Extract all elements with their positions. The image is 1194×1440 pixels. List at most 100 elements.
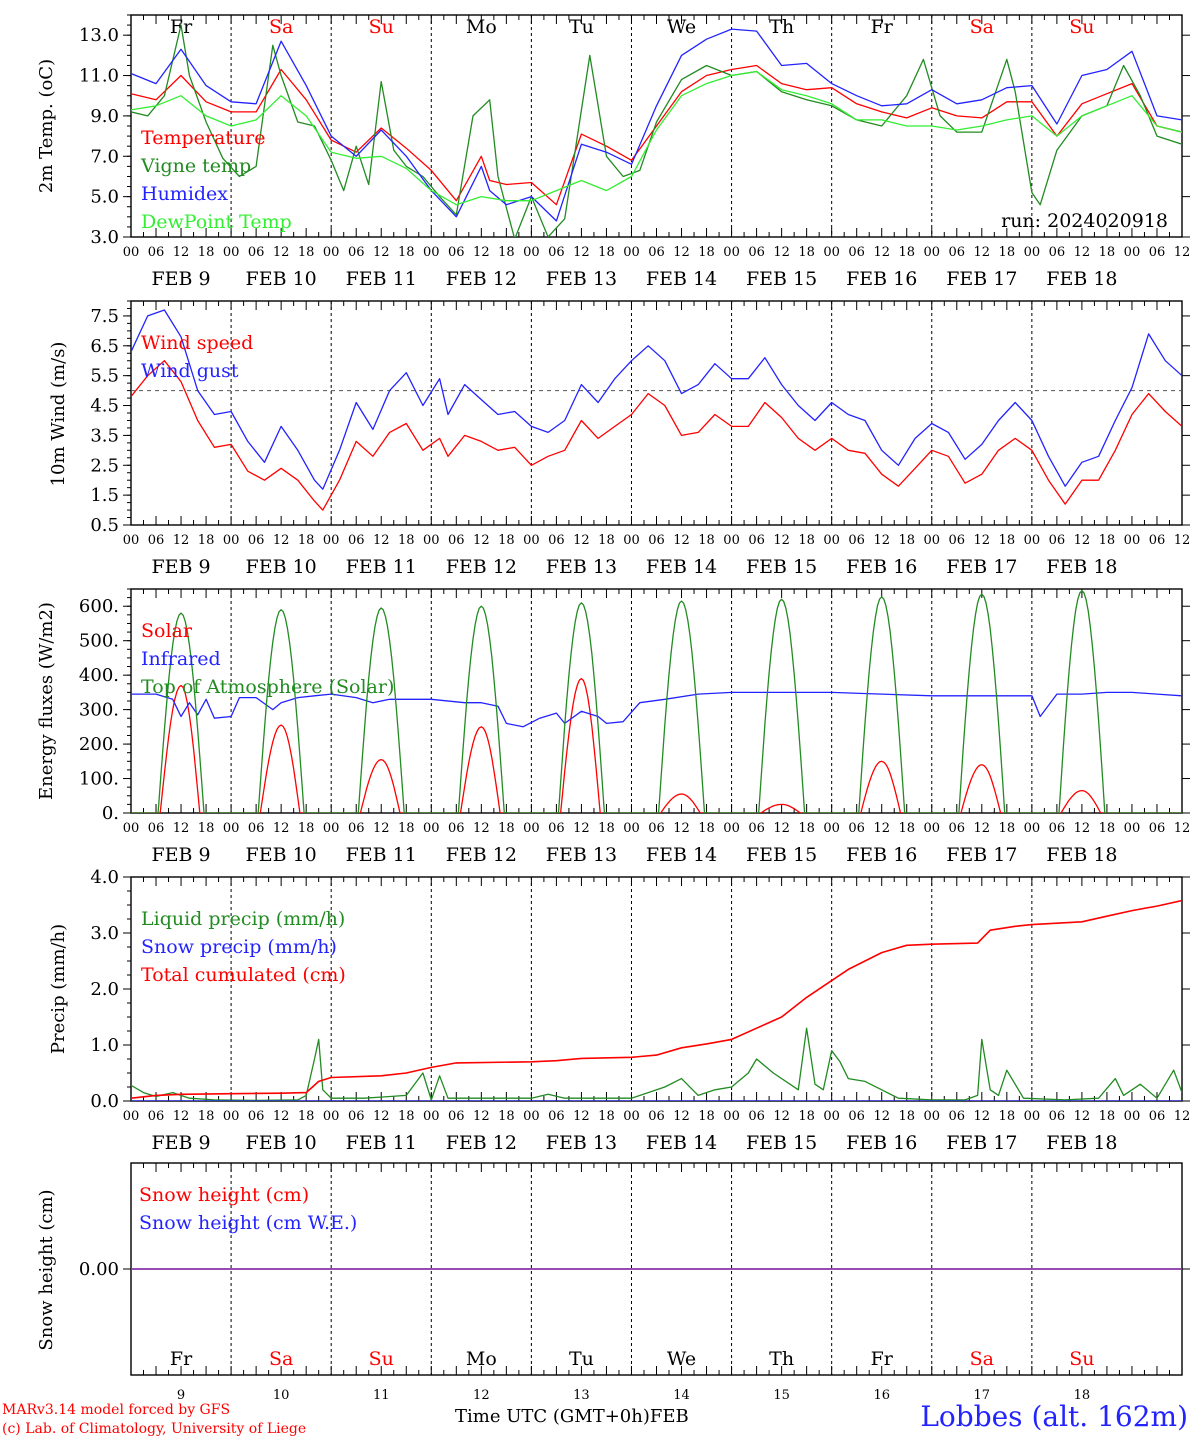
panel-3-series-infrared bbox=[131, 691, 1182, 728]
panel-4-hour-label: 00 bbox=[323, 1109, 340, 1124]
panel-4-hour-label: 12 bbox=[673, 1109, 690, 1124]
day-number-0: 9 bbox=[177, 1388, 185, 1403]
panel-2-hour-label: 06 bbox=[848, 533, 865, 548]
panel-3-ytick-label: 500. bbox=[79, 631, 119, 652]
panel-4-legend-2: Total cumulated (cm) bbox=[141, 964, 346, 986]
panel-4-hour-label: 00 bbox=[623, 1109, 640, 1124]
panel-3-hour-label: 12 bbox=[373, 821, 390, 836]
panel-1-hour-label: 06 bbox=[548, 245, 565, 260]
panel-2-hour-label: 06 bbox=[1049, 533, 1066, 548]
panel-4-hour-label: 00 bbox=[423, 1109, 440, 1124]
panel-1-series-group bbox=[131, 24, 1182, 237]
panel-4-hour-label: 06 bbox=[1049, 1109, 1066, 1124]
panel-3-hour-label: 18 bbox=[999, 821, 1016, 836]
panel-1-hour-label: 18 bbox=[198, 245, 215, 260]
panel-4-hour-label: 06 bbox=[949, 1109, 966, 1124]
panel-4-series-liquid-precip-mm-h- bbox=[131, 1027, 1182, 1101]
panel-4-hour-label: 12 bbox=[273, 1109, 290, 1124]
panel-3-ytick-label: 0. bbox=[102, 803, 119, 824]
panel-4-hour-label: 18 bbox=[498, 1109, 515, 1124]
day-name-bottom-8: Sa bbox=[970, 1348, 994, 1370]
panel-2-hour-label: 12 bbox=[173, 533, 190, 548]
panel-1-date-label: FEB 17 bbox=[946, 268, 1017, 290]
panel-3-date-label: FEB 11 bbox=[346, 844, 417, 866]
panel-1-series-dewpoint-temp bbox=[131, 70, 1182, 206]
panel-1-hour-label: 18 bbox=[398, 245, 415, 260]
panel-4-hour-label: 18 bbox=[999, 1109, 1016, 1124]
x-axis-title: Time UTC (GMT+0h)FEB bbox=[455, 1406, 689, 1427]
panel-4-hour-label: 00 bbox=[1024, 1109, 1041, 1124]
panel-1-hour-label: 06 bbox=[848, 245, 865, 260]
panel-2-hour-label: 00 bbox=[823, 533, 840, 548]
day-number-4: 13 bbox=[573, 1388, 590, 1403]
panel-3-series-group bbox=[131, 590, 1182, 813]
panel-1-hour-label: 06 bbox=[949, 245, 966, 260]
panel-4-hour-label: 18 bbox=[698, 1109, 715, 1124]
panel-1-hour-label: 12 bbox=[573, 245, 590, 260]
panel-3-hour-label: 12 bbox=[473, 821, 490, 836]
panel-3-hour-label: 06 bbox=[648, 821, 665, 836]
panel-3-date-label: FEB 18 bbox=[1046, 844, 1117, 866]
panel-1-ytick-label: 9.0 bbox=[90, 106, 119, 127]
panel-4-hour-label: 00 bbox=[123, 1109, 140, 1124]
panel-3-hour-label: 18 bbox=[598, 821, 615, 836]
panel-2-date-label: FEB 12 bbox=[446, 556, 517, 578]
panel-1-hour-label: 18 bbox=[898, 245, 915, 260]
panel-3-hour-label: 00 bbox=[223, 821, 240, 836]
panel-2-date-label: FEB 18 bbox=[1046, 556, 1117, 578]
day-name-bottom-5: We bbox=[667, 1348, 696, 1370]
panel-3-series-solar bbox=[131, 677, 1182, 813]
panel-3-hour-label: 06 bbox=[1049, 821, 1066, 836]
panel-2-hour-label: 00 bbox=[723, 533, 740, 548]
panel-1-series-temperature bbox=[131, 64, 1182, 206]
panel-1-date-label: FEB 11 bbox=[346, 268, 417, 290]
day-number-6: 15 bbox=[773, 1388, 790, 1403]
panel-4-hour-label: 12 bbox=[473, 1109, 490, 1124]
panel-1-hour-label: 00 bbox=[1024, 245, 1041, 260]
panel-3-hour-label: 00 bbox=[323, 821, 340, 836]
panel-4-date-label: FEB 16 bbox=[846, 1132, 917, 1154]
panel-3-hour-label: 18 bbox=[398, 821, 415, 836]
panel-1-legend-0: Temperature bbox=[141, 127, 265, 149]
panel-3-date-label: FEB 16 bbox=[846, 844, 917, 866]
panel-2-hour-label: 18 bbox=[498, 533, 515, 548]
day-name-top-7: Fr bbox=[871, 16, 894, 38]
model-credit-line-1: MARv3.14 model forced by GFS bbox=[2, 1402, 231, 1418]
month-label: FEB bbox=[649, 1406, 689, 1427]
panel-2-legend-1: Wind gust bbox=[141, 360, 239, 382]
panel-4-date-label: FEB 10 bbox=[246, 1132, 317, 1154]
panel-4-hour-label: 18 bbox=[298, 1109, 315, 1124]
panel-2-hour-label: 12 bbox=[1074, 533, 1091, 548]
panel-3-ytick-label: 300. bbox=[79, 700, 119, 721]
run-label: run: 2024020918 bbox=[1001, 210, 1168, 232]
panel-2-hour-label: 12 bbox=[773, 533, 790, 548]
panel-2-hour-label: 18 bbox=[398, 533, 415, 548]
panel-4-hour-label: 12 bbox=[773, 1109, 790, 1124]
day-name-top-6: Th bbox=[769, 16, 794, 38]
panel-4-hour-label: 06 bbox=[648, 1109, 665, 1124]
day-number-5: 14 bbox=[673, 1388, 690, 1403]
panel-3-ytick-label: 100. bbox=[79, 769, 119, 790]
panel-1-hour-label: 00 bbox=[823, 245, 840, 260]
panel-4-hour-label: 12 bbox=[573, 1109, 590, 1124]
panel-4-hour-label: 18 bbox=[798, 1109, 815, 1124]
panel-4-hour-label: 06 bbox=[248, 1109, 265, 1124]
day-number-3: 12 bbox=[473, 1388, 490, 1403]
panel-2-hour-label: 18 bbox=[298, 533, 315, 548]
panel-4-date-label: FEB 15 bbox=[746, 1132, 817, 1154]
panel-3-date-label: FEB 9 bbox=[151, 844, 210, 866]
panel-4-date-label: FEB 12 bbox=[446, 1132, 517, 1154]
panel-1-hour-label: 12 bbox=[373, 245, 390, 260]
panel-2-hour-label: 18 bbox=[798, 533, 815, 548]
panel-3-date-label: FEB 12 bbox=[446, 844, 517, 866]
panel-1-date-label: FEB 14 bbox=[646, 268, 717, 290]
panel-1-hour-label: 00 bbox=[723, 245, 740, 260]
panel-3-hour-label: 00 bbox=[623, 821, 640, 836]
panel-1-ytick-label: 7.0 bbox=[90, 146, 119, 167]
panel-1-date-label: FEB 16 bbox=[846, 268, 917, 290]
panel-2-series-wind-speed bbox=[131, 360, 1182, 511]
panel-2-hour-label: 00 bbox=[923, 533, 940, 548]
panel-1-hour-label: 18 bbox=[999, 245, 1016, 260]
day-name-top-3: Mo bbox=[466, 16, 497, 38]
panel-1-hour-label: 06 bbox=[1149, 245, 1166, 260]
